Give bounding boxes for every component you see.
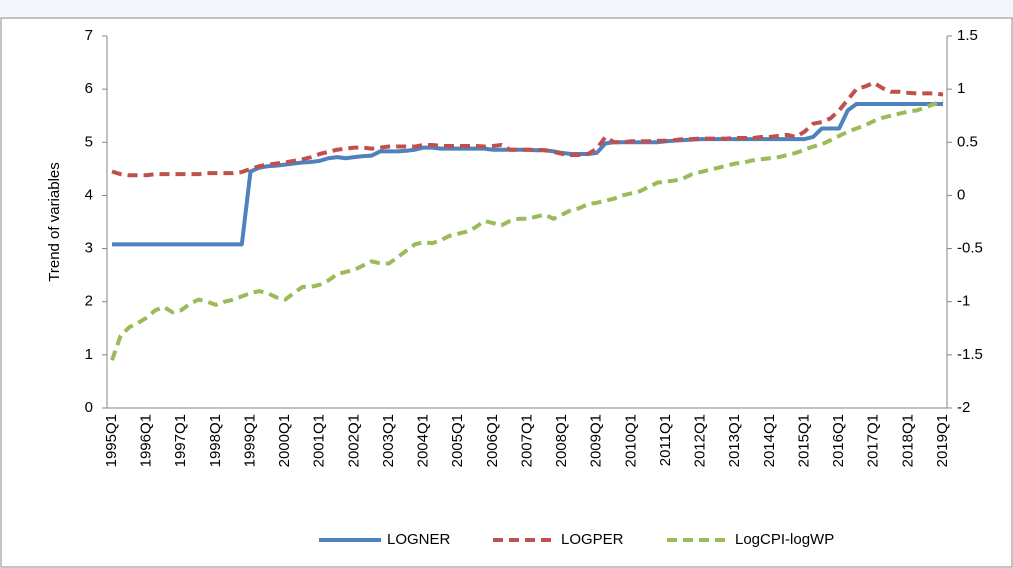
legend-label: LOGPER [561,531,624,548]
x-tick-label: 2012Q1 [692,414,709,467]
x-tick-label: 1998Q1 [207,414,224,467]
x-tick-label: 2008Q1 [553,414,570,467]
y2-tick-label: -2 [957,399,970,416]
y2-tick-label: 1 [957,80,965,97]
x-tick-label: 2007Q1 [518,414,535,467]
x-tick-label: 2003Q1 [380,414,397,467]
x-tick-label: 2010Q1 [622,414,639,467]
x-tick-label: 2014Q1 [761,414,778,467]
y2-tick-label: -1.5 [957,346,983,363]
x-tick-label: 2000Q1 [276,414,293,467]
y-tick-label: 1 [85,346,93,363]
legend-label: LogCPI-logWP [735,531,834,548]
y-tick-label: 4 [85,186,93,203]
x-tick-label: 2019Q1 [934,414,951,467]
x-tick-label: 2006Q1 [484,414,501,467]
x-tick-label: 2001Q1 [311,414,328,467]
x-tick-label: 2005Q1 [449,414,466,467]
x-tick-label: 1995Q1 [103,414,120,467]
x-tick-label: 2013Q1 [726,414,743,467]
y-tick-label: 2 [85,293,93,310]
y-tick-label: 5 [85,133,93,150]
y2-tick-label: 1.5 [957,27,978,44]
y-tick-label: 6 [85,80,93,97]
x-tick-label: 2015Q1 [795,414,812,467]
x-tick-label: 2018Q1 [899,414,916,467]
y-tick-label: 0 [85,399,93,416]
y2-tick-label: 0.5 [957,133,978,150]
title-strip [0,0,1013,18]
x-tick-label: 2016Q1 [830,414,847,467]
x-tick-label: 2011Q1 [657,414,674,466]
x-tick-label: 2009Q1 [588,414,605,467]
x-tick-label: 1999Q1 [241,414,258,467]
x-tick-label: 1997Q1 [172,414,189,467]
y2-tick-label: -1 [957,293,970,310]
y2-tick-label: -0.5 [957,240,983,257]
x-tick-label: 2004Q1 [415,414,432,467]
x-tick-label: 2002Q1 [345,414,362,467]
x-tick-label: 1996Q1 [138,414,155,467]
y-tick-label: 7 [85,27,93,44]
y-tick-label: 3 [85,240,93,257]
y-axis-label: Trend of variables [46,162,63,282]
legend-label: LOGNER [387,531,451,548]
x-tick-label: 2017Q1 [865,414,882,467]
y2-tick-label: 0 [957,186,965,203]
series-line [111,80,944,178]
chart-frame [0,17,1013,568]
